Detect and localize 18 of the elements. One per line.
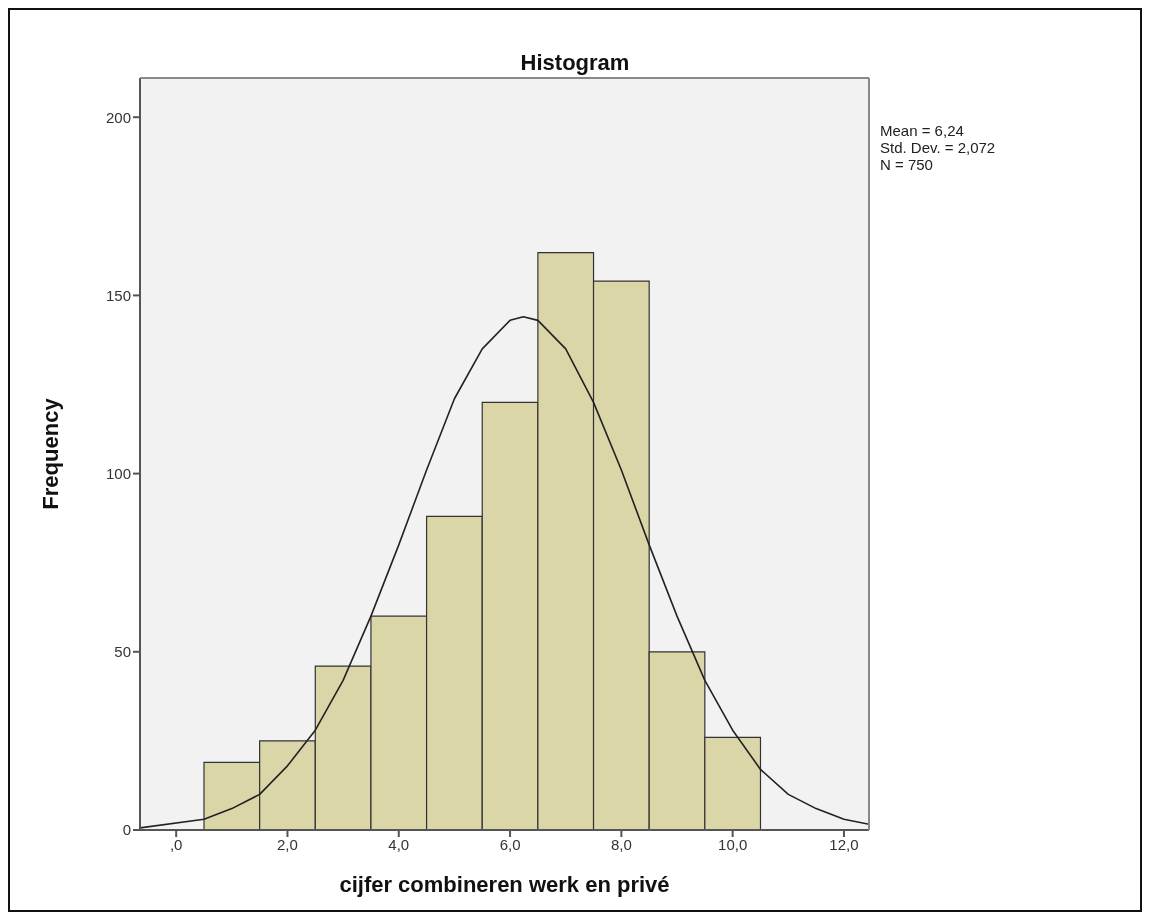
y-tick-label: 50 <box>114 643 131 661</box>
text: Std. Dev. = 2,072 <box>880 139 996 156</box>
text: Mean = 6,24 <box>880 122 965 139</box>
x-tick-label: 8,0 <box>610 835 632 853</box>
text: N = 750 <box>880 156 934 173</box>
x-tick-label: 10,0 <box>718 835 748 853</box>
x-tick-label: 12,0 <box>829 835 859 853</box>
x-tick-label: 2,0 <box>277 835 298 853</box>
chart-title: Histogram <box>519 50 631 76</box>
y-tick-label: 200 <box>105 108 131 126</box>
x-tick-label: 4,0 <box>388 835 410 853</box>
x-axis-title: cijfer combineren werk en privé <box>339 872 670 897</box>
x-tick-label: 6,0 <box>499 835 521 853</box>
y-tick-label: 0 <box>122 821 131 839</box>
y-axis-title: Frequency <box>37 397 63 510</box>
y-tick-label: 100 <box>105 464 131 482</box>
x-tick-label: ,0 <box>169 835 183 853</box>
y-tick-label: 150 <box>105 286 131 304</box>
